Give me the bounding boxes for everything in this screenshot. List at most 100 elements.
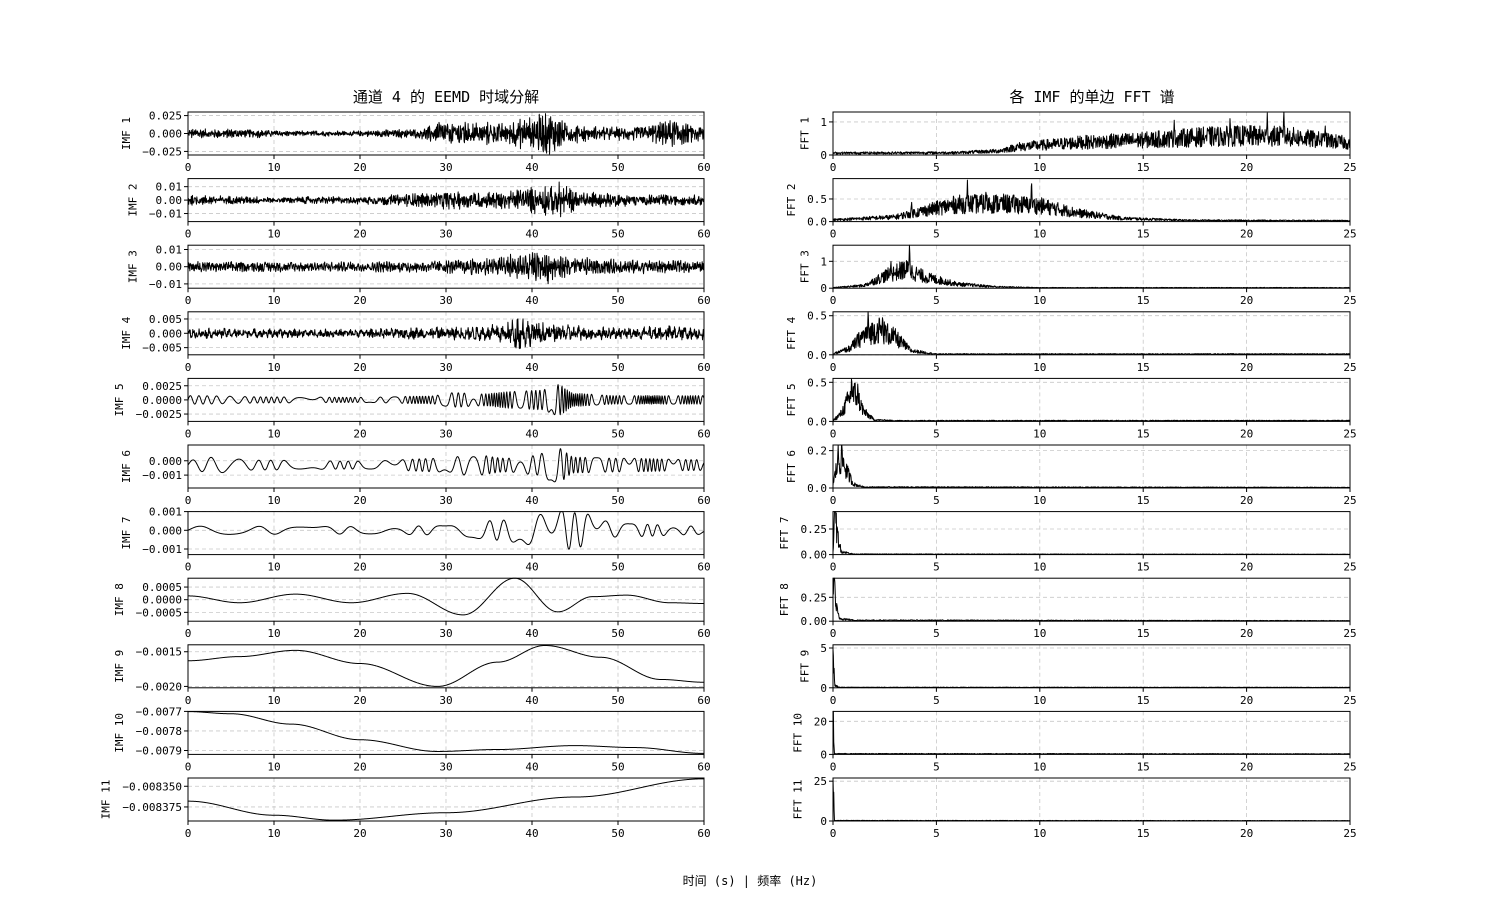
axes-frame (832, 311, 1351, 356)
y-tick-label: 0 (820, 815, 827, 828)
x-tick-label: 60 (697, 294, 710, 307)
x-tick-label: 20 (353, 561, 366, 574)
axes-frame (832, 511, 1351, 556)
subplot-fft-11: 0 5 10 15 20 25 25 0 FFT 11 (792, 775, 1357, 840)
y-tick-label: 25 (814, 775, 827, 788)
y-tick-label: 0.01 (156, 181, 183, 194)
x-tick-label: 10 (1033, 494, 1046, 507)
signal-trace (187, 384, 705, 416)
signal-trace (187, 711, 705, 754)
x-tick-label: 30 (439, 294, 452, 307)
x-tick-label: 20 (1240, 627, 1253, 640)
signal-trace (187, 511, 705, 550)
y-tick-label: 0.5 (807, 193, 827, 206)
x-tick-label: 20 (1240, 361, 1253, 374)
y-axis-label: FFT 3 (798, 250, 811, 283)
y-tick-label: −0.0025 (136, 408, 182, 421)
x-tick-label: 0 (830, 827, 837, 840)
axes-frame (832, 777, 1351, 822)
x-tick-label: 20 (353, 760, 366, 773)
y-tick-label: 0.0000 (142, 594, 182, 607)
x-tick-label: 25 (1343, 760, 1356, 773)
x-tick-label: 15 (1137, 760, 1150, 773)
signal-trace (832, 111, 1351, 155)
axes-frame (832, 377, 1351, 422)
y-tick-label: −0.01 (149, 278, 182, 291)
signal-trace (187, 181, 705, 218)
x-tick-label: 30 (439, 427, 452, 440)
x-tick-label: 15 (1137, 294, 1150, 307)
x-tick-label: 30 (439, 627, 452, 640)
y-tick-label: −0.01 (149, 208, 182, 221)
y-axis-label: FFT 1 (798, 117, 811, 150)
x-tick-label: 5 (933, 494, 940, 507)
x-tick-label: 10 (267, 294, 280, 307)
x-tick-label: 30 (439, 694, 452, 707)
signal-trace (187, 448, 705, 483)
x-tick-label: 20 (353, 361, 366, 374)
signal-trace (187, 113, 705, 155)
x-tick-label: 0 (185, 561, 192, 574)
x-tick-label: 0 (830, 494, 837, 507)
y-tick-label: −0.001 (142, 543, 182, 556)
y-tick-label: 0.0025 (142, 380, 182, 393)
x-tick-label: 20 (353, 494, 366, 507)
x-tick-label: 50 (611, 760, 624, 773)
x-tick-label: 10 (1033, 228, 1046, 241)
y-tick-label: 0.25 (801, 591, 828, 604)
x-tick-label: 0 (830, 427, 837, 440)
y-tick-label: 0 (820, 682, 827, 695)
y-axis-label: FFT 10 (792, 713, 805, 753)
y-axis-label: IMF 6 (120, 450, 133, 483)
y-tick-label: 0.0005 (142, 581, 182, 594)
x-tick-label: 10 (1033, 294, 1046, 307)
x-tick-label: 50 (611, 161, 624, 174)
x-tick-label: 10 (267, 760, 280, 773)
x-tick-label: 5 (933, 361, 940, 374)
x-tick-label: 20 (1240, 427, 1253, 440)
y-tick-label: 0.01 (156, 244, 183, 257)
subplot-imf-2: 0 10 20 30 40 50 60 0.010.00−0.01 IMF 2 (127, 178, 711, 241)
x-tick-label: 10 (1033, 161, 1046, 174)
x-tick-label: 30 (439, 827, 452, 840)
x-tick-label: 50 (611, 494, 624, 507)
signal-trace (832, 378, 1351, 422)
y-tick-label: −0.0078 (136, 725, 182, 738)
y-tick-label: 0.0 (807, 216, 827, 229)
x-tick-label: 5 (933, 627, 940, 640)
x-tick-label: 20 (353, 627, 366, 640)
x-tick-label: 15 (1137, 494, 1150, 507)
x-tick-label: 20 (1240, 228, 1253, 241)
subplot-imf-1: 0 10 20 30 40 50 60 0.025 0.000 −0.025 IMF 1 (120, 110, 711, 174)
y-tick-label: 20 (814, 715, 827, 728)
axes-frame (832, 178, 1351, 223)
x-tick-label: 40 (525, 827, 538, 840)
y-axis-label: IMF 4 (120, 316, 133, 349)
x-tick-label: 10 (267, 494, 280, 507)
frequency-domain-title: 各 IMF 的单边 FFT 谱 (1009, 88, 1174, 106)
x-tick-label: 0 (830, 161, 837, 174)
x-tick-label: 15 (1137, 228, 1150, 241)
x-tick-label: 25 (1343, 561, 1356, 574)
y-tick-label: 0.00 (801, 549, 828, 562)
y-tick-label: −0.008375 (122, 801, 182, 814)
y-axis-label: IMF 8 (113, 583, 126, 616)
y-tick-label: −0.0015 (136, 646, 182, 659)
x-tick-label: 60 (697, 494, 710, 507)
y-tick-label: 0 (820, 748, 827, 761)
x-tick-label: 20 (1240, 694, 1253, 707)
y-axis-label: IMF 1 (120, 117, 133, 150)
y-axis-label: IMF 10 (113, 713, 126, 753)
x-tick-label: 10 (267, 561, 280, 574)
y-axis-label: FFT 4 (785, 316, 798, 349)
y-tick-label: 0.0 (807, 415, 827, 428)
x-tick-label: 25 (1343, 361, 1356, 374)
y-tick-label: 1 (820, 116, 827, 129)
axes-frame (832, 577, 1351, 622)
x-tick-label: 0 (185, 427, 192, 440)
signal-trace (187, 318, 705, 350)
x-tick-label: 50 (611, 827, 624, 840)
